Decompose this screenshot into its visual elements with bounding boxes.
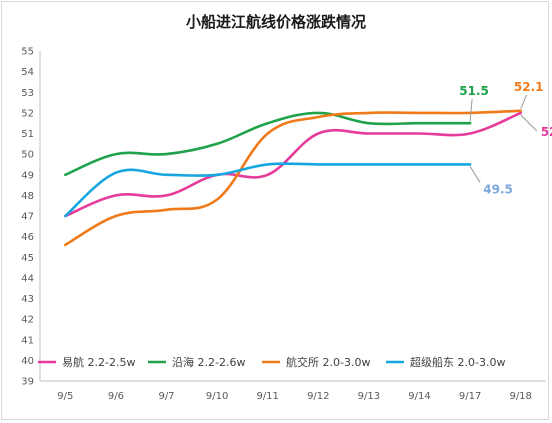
legend-label-2: 航交所 2.0-3.0w [286, 355, 370, 369]
y-axis-ticks: 39 40 41 42 43 44 45 46 47 48 49 50 51 52 53 54 55 [21, 47, 34, 388]
x-tick-label: 9/13 [358, 391, 380, 402]
x-tick-label: 9/10 [206, 391, 228, 402]
leader-line-1 [520, 94, 528, 110]
legend-label-3: 超级船东 2.0-3.0w [410, 355, 505, 369]
y-tick-label: 49 [21, 170, 34, 181]
data-labels: 51.5 52.1 52 49.5 [459, 80, 552, 197]
x-tick-label: 9/12 [307, 391, 329, 402]
y-tick-label: 52 [21, 108, 34, 119]
x-tick-label: 9/5 [57, 391, 73, 402]
leader-line-3 [469, 166, 481, 183]
series-lines [64, 109, 522, 247]
y-tick-label: 41 [21, 335, 34, 346]
legend: 易航 2.2-2.5w 沿海 2.2-2.6w 航交所 2.0-3.0w 超级船东 2… [38, 355, 505, 369]
legend-label-0: 易航 2.2-2.5w [62, 355, 135, 369]
y-tick-label: 45 [21, 253, 34, 264]
series-line-0 [64, 111, 522, 218]
data-label-0: 51.5 [459, 84, 489, 98]
y-tick-label: 55 [21, 47, 34, 58]
leader-line-2 [520, 114, 538, 132]
data-label-2: 52 [541, 125, 552, 139]
y-tick-label: 46 [21, 232, 34, 243]
data-label-1: 52.1 [514, 80, 544, 94]
y-tick-label: 40 [21, 356, 34, 367]
legend-label-1: 沿海 2.2-2.6w [172, 355, 245, 369]
x-tick-label: 9/18 [509, 391, 531, 402]
y-tick-label: 44 [21, 273, 34, 284]
y-tick-label: 39 [21, 377, 34, 388]
series-line-2 [64, 109, 522, 247]
x-axis-ticks: 9/5 9/6 9/7 9/10 9/11 9/12 9/13 9/14 9/17 9/18 [57, 391, 532, 402]
y-tick-label: 42 [21, 315, 34, 326]
data-label-3: 49.5 [483, 182, 513, 196]
y-tick-label: 51 [21, 129, 34, 140]
y-tick-label: 48 [21, 191, 34, 202]
y-tick-label: 54 [21, 67, 34, 78]
y-tick-label: 50 [21, 150, 34, 161]
series-line-3 [64, 162, 472, 218]
x-tick-label: 9/7 [158, 391, 174, 402]
y-tick-label: 43 [21, 294, 34, 305]
x-tick-label: 9/17 [459, 391, 481, 402]
y-tick-label: 53 [21, 88, 34, 99]
x-tick-label: 9/14 [408, 391, 430, 402]
series-line-1 [64, 111, 472, 177]
chart-title: 小船进江航线价格涨跌情况 [186, 13, 366, 31]
leader-line-0 [469, 99, 473, 122]
x-tick-label: 9/6 [108, 391, 124, 402]
y-tick-label: 47 [21, 212, 34, 223]
x-tick-label: 9/11 [256, 391, 278, 402]
